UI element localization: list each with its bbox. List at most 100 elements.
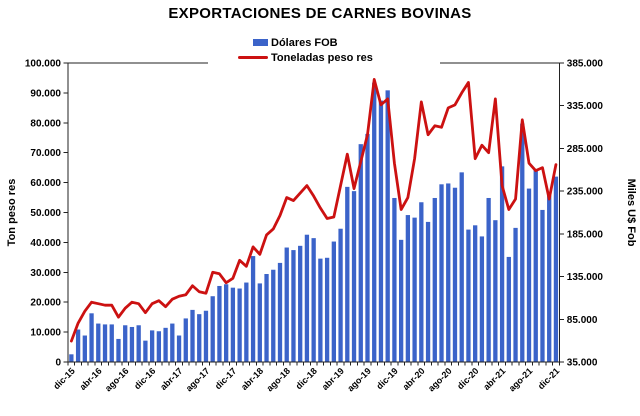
bar bbox=[75, 329, 81, 362]
bar bbox=[533, 169, 538, 362]
bar bbox=[331, 241, 336, 362]
x-tick-label: dic-16 bbox=[132, 366, 157, 391]
bar bbox=[176, 335, 182, 362]
legend: Dólares FOB Toneladas peso res bbox=[208, 30, 440, 72]
bar bbox=[459, 172, 464, 362]
bar bbox=[210, 296, 215, 362]
bar bbox=[136, 325, 141, 362]
x-tick-label: ago-17 bbox=[184, 366, 212, 394]
bar bbox=[520, 123, 525, 363]
x-tick-label: abr-21 bbox=[481, 366, 507, 392]
bar bbox=[149, 330, 155, 362]
bar bbox=[190, 309, 195, 362]
right-axis: 35.000 85.000 135.000 185.000 235.000 285.000… bbox=[559, 59, 603, 369]
x-tick-label: abr-17 bbox=[158, 366, 184, 392]
left-tick-label: 70.000 bbox=[30, 148, 61, 159]
bar bbox=[526, 188, 532, 362]
bar bbox=[264, 274, 269, 362]
bar bbox=[230, 287, 236, 362]
bar bbox=[499, 166, 505, 362]
bar bbox=[109, 324, 114, 362]
bar bbox=[224, 284, 229, 362]
bar bbox=[486, 197, 491, 362]
x-tick-label: ago-18 bbox=[265, 366, 293, 394]
x-tick-label: dic-18 bbox=[294, 366, 319, 391]
bar bbox=[398, 239, 404, 362]
right-tick-label: 335.000 bbox=[567, 101, 604, 112]
bar bbox=[203, 310, 209, 362]
bar bbox=[183, 318, 188, 362]
line-toneladas bbox=[69, 78, 558, 343]
left-tick-label: 100.000 bbox=[25, 59, 62, 70]
bar bbox=[277, 262, 283, 362]
bar bbox=[439, 184, 444, 362]
bar bbox=[446, 183, 451, 362]
bar bbox=[143, 340, 148, 362]
bar bbox=[250, 256, 256, 362]
bar bbox=[163, 327, 168, 362]
x-tick-label: dic-21 bbox=[536, 366, 561, 391]
x-tick-label: ago-16 bbox=[103, 366, 131, 394]
legend-label-toneladas: Toneladas peso res bbox=[271, 51, 373, 64]
bar bbox=[479, 236, 485, 362]
bar bbox=[271, 269, 276, 362]
bar bbox=[358, 144, 363, 362]
right-tick-label: 135.000 bbox=[567, 272, 604, 283]
bar bbox=[365, 133, 370, 362]
bar bbox=[170, 323, 175, 362]
bar bbox=[385, 90, 390, 362]
bar bbox=[69, 354, 74, 362]
left-tick-label: 40.000 bbox=[30, 238, 61, 249]
bar bbox=[116, 338, 121, 362]
right-axis-title: Miles U$ Fob bbox=[625, 179, 637, 247]
bar bbox=[547, 195, 552, 362]
bar bbox=[540, 209, 545, 362]
bar bbox=[405, 215, 411, 362]
bar bbox=[419, 202, 424, 362]
bar bbox=[324, 257, 330, 362]
bar bbox=[553, 176, 559, 362]
x-tick-label: abr-19 bbox=[320, 366, 346, 392]
x-tick-label: abr-20 bbox=[401, 366, 427, 392]
bar bbox=[432, 197, 437, 362]
x-tick-label: ago-20 bbox=[426, 366, 454, 394]
bar bbox=[237, 288, 242, 362]
x-axis: dic-15 abr-16 ago-16 dic-16 abr-17 ago-17 dic-… bbox=[51, 362, 561, 393]
left-tick-label: 80.000 bbox=[30, 118, 61, 129]
bar bbox=[318, 258, 323, 362]
bar bbox=[217, 285, 222, 362]
left-tick-label: 50.000 bbox=[30, 208, 61, 219]
left-axis: 0 10.000 20.000 30.000 40.000 50.000 60.000 70.… bbox=[25, 59, 68, 369]
bar bbox=[378, 100, 384, 362]
right-tick-label: 385.000 bbox=[567, 59, 604, 70]
bar bbox=[372, 82, 377, 363]
x-tick-label: dic-15 bbox=[51, 366, 76, 391]
bar bbox=[298, 245, 303, 362]
bar bbox=[89, 313, 94, 362]
legend-item-dolares-fob: Dólares FOB bbox=[208, 35, 440, 50]
bar bbox=[244, 282, 249, 362]
x-tick-label: ago-19 bbox=[345, 366, 373, 394]
bar bbox=[345, 186, 350, 362]
bar bbox=[156, 331, 162, 362]
x-tick-label: ago-21 bbox=[507, 366, 535, 394]
bar bbox=[473, 225, 478, 362]
right-tick-label: 185.000 bbox=[567, 229, 604, 240]
bar bbox=[304, 234, 310, 362]
bar bbox=[506, 256, 511, 362]
left-tick-label: 30.000 bbox=[30, 268, 61, 279]
legend-label-dolares-fob: Dólares FOB bbox=[271, 36, 338, 49]
bar bbox=[351, 191, 357, 362]
bar bbox=[129, 326, 135, 362]
right-tick-label: 35.000 bbox=[567, 358, 598, 369]
left-tick-label: 20.000 bbox=[30, 298, 61, 309]
bar bbox=[412, 217, 417, 362]
right-tick-label: 85.000 bbox=[567, 315, 598, 326]
bar bbox=[123, 325, 128, 362]
legend-item-toneladas: Toneladas peso res bbox=[208, 50, 440, 65]
left-tick-label: 10.000 bbox=[30, 328, 61, 339]
bar bbox=[493, 220, 498, 362]
x-tick-label: dic-19 bbox=[374, 366, 399, 391]
